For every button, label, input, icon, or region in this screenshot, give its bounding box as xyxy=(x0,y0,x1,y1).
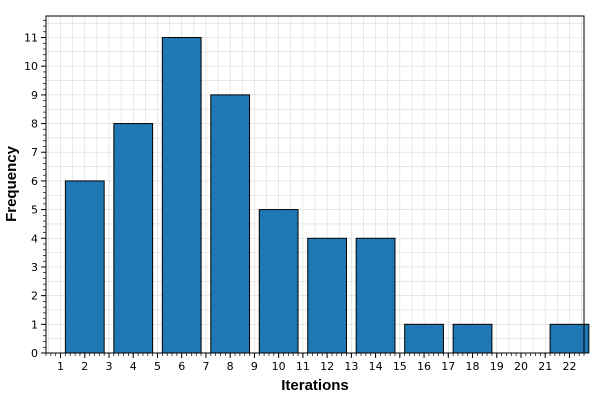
y-tick-label: 3 xyxy=(31,261,38,274)
plot-frame xyxy=(45,15,585,354)
histogram-bar xyxy=(307,237,348,354)
bars xyxy=(64,37,590,354)
x-tick-label: 4 xyxy=(130,360,137,373)
x-tick-label: 16 xyxy=(417,360,431,373)
x-tick-label: 9 xyxy=(251,360,258,373)
histogram-bar xyxy=(64,180,105,354)
x-tick-label: 7 xyxy=(202,360,209,373)
y-axis-title: Frequency xyxy=(3,145,20,222)
histogram-bar xyxy=(161,37,202,354)
x-tick-label: 6 xyxy=(178,360,185,373)
x-tick-label: 14 xyxy=(369,360,383,373)
histogram-bar xyxy=(452,323,493,354)
histogram-bar xyxy=(258,209,299,354)
x-tick-label: 11 xyxy=(296,360,310,373)
histogram-bar xyxy=(210,94,251,354)
x-tick-label: 21 xyxy=(538,360,552,373)
x-tick-label: 20 xyxy=(514,360,528,373)
x-tick-label: 5 xyxy=(154,360,161,373)
y-tick-label: 0 xyxy=(31,347,38,360)
y-tick-label: 4 xyxy=(31,232,38,245)
axis-ticks: 1 2 3 4 5 6 7 8 9 10 11 12 13 14 15 16 17 18 19 20 21 2201234… xyxy=(24,19,585,373)
x-tick-label: 3 xyxy=(106,360,113,373)
x-tick-label: 22 xyxy=(562,360,576,373)
histogram-bar xyxy=(113,123,154,354)
x-tick-label: 18 xyxy=(466,360,480,373)
x-axis-title: Iterations xyxy=(281,377,349,394)
x-tick-label: 13 xyxy=(344,360,358,373)
histogram-bar xyxy=(549,323,590,354)
x-tick-label: 15 xyxy=(393,360,407,373)
x-tick-label: 10 xyxy=(272,360,286,373)
x-tick-label: 8 xyxy=(227,360,234,373)
y-tick-label: 11 xyxy=(24,32,38,45)
x-tick-label: 12 xyxy=(320,360,334,373)
y-tick-label: 1 xyxy=(31,318,38,331)
y-tick-label: 6 xyxy=(31,175,38,188)
x-tick-label: 17 xyxy=(441,360,455,373)
y-tick-label: 9 xyxy=(31,89,38,102)
y-tick-label: 7 xyxy=(31,146,38,159)
x-tick-label: 19 xyxy=(490,360,504,373)
histogram-bar xyxy=(404,323,444,354)
y-tick-label: 8 xyxy=(31,118,38,131)
histogram-bar xyxy=(355,237,396,354)
y-tick-label: 2 xyxy=(31,290,38,303)
x-tick-label: 1 xyxy=(57,360,64,373)
y-tick-label: 10 xyxy=(24,60,38,73)
x-tick-label: 2 xyxy=(81,360,88,373)
y-tick-label: 5 xyxy=(31,204,38,217)
